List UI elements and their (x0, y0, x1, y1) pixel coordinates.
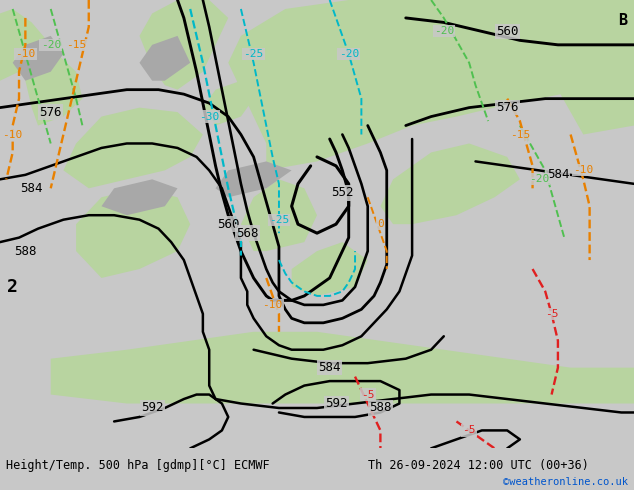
Polygon shape (101, 179, 178, 215)
Text: -30: -30 (199, 112, 219, 122)
Text: Th 26-09-2024 12:00 UTC (00+36): Th 26-09-2024 12:00 UTC (00+36) (368, 459, 588, 471)
Text: ©weatheronline.co.uk: ©weatheronline.co.uk (503, 477, 628, 487)
Polygon shape (51, 332, 634, 404)
Text: -10: -10 (262, 300, 283, 310)
Polygon shape (228, 0, 634, 171)
Text: Height/Temp. 500 hPa [gdmp][°C] ECMWF: Height/Temp. 500 hPa [gdmp][°C] ECMWF (6, 459, 270, 471)
Polygon shape (292, 242, 368, 296)
Polygon shape (558, 36, 634, 135)
Text: 588: 588 (14, 245, 37, 258)
Polygon shape (76, 188, 190, 278)
Text: -15: -15 (66, 40, 86, 50)
Text: -10: -10 (15, 49, 36, 59)
Text: 560: 560 (496, 25, 519, 38)
Text: 576: 576 (39, 105, 62, 119)
Text: 568: 568 (236, 227, 259, 240)
Text: 552: 552 (331, 186, 354, 199)
Polygon shape (63, 108, 203, 188)
Text: -20: -20 (41, 40, 61, 50)
Text: 584: 584 (318, 361, 341, 374)
Polygon shape (380, 144, 520, 224)
Text: -15: -15 (510, 129, 530, 140)
Text: 576: 576 (496, 101, 519, 114)
Text: -5: -5 (462, 425, 476, 436)
Polygon shape (0, 9, 51, 81)
Polygon shape (203, 81, 254, 125)
Polygon shape (139, 0, 228, 90)
Text: -20: -20 (339, 49, 359, 59)
Text: 592: 592 (325, 397, 347, 410)
Polygon shape (241, 179, 317, 251)
Text: 2: 2 (7, 278, 18, 296)
Text: -5: -5 (545, 309, 559, 319)
Text: 560: 560 (217, 218, 240, 231)
Text: -5: -5 (361, 390, 375, 399)
Text: -10: -10 (573, 165, 593, 175)
Text: -20: -20 (529, 174, 549, 184)
Text: 584: 584 (20, 182, 43, 195)
Polygon shape (25, 54, 82, 125)
Text: B: B (619, 13, 628, 28)
Polygon shape (139, 36, 190, 81)
Text: -25: -25 (243, 49, 264, 59)
Text: 584: 584 (547, 169, 569, 181)
Text: 0: 0 (377, 219, 384, 229)
Polygon shape (13, 36, 63, 81)
Text: -20: -20 (434, 26, 454, 36)
Text: -10: -10 (3, 129, 23, 140)
Text: 588: 588 (369, 401, 392, 415)
Text: 592: 592 (141, 401, 164, 415)
Polygon shape (216, 161, 292, 197)
Text: -25: -25 (269, 215, 289, 225)
